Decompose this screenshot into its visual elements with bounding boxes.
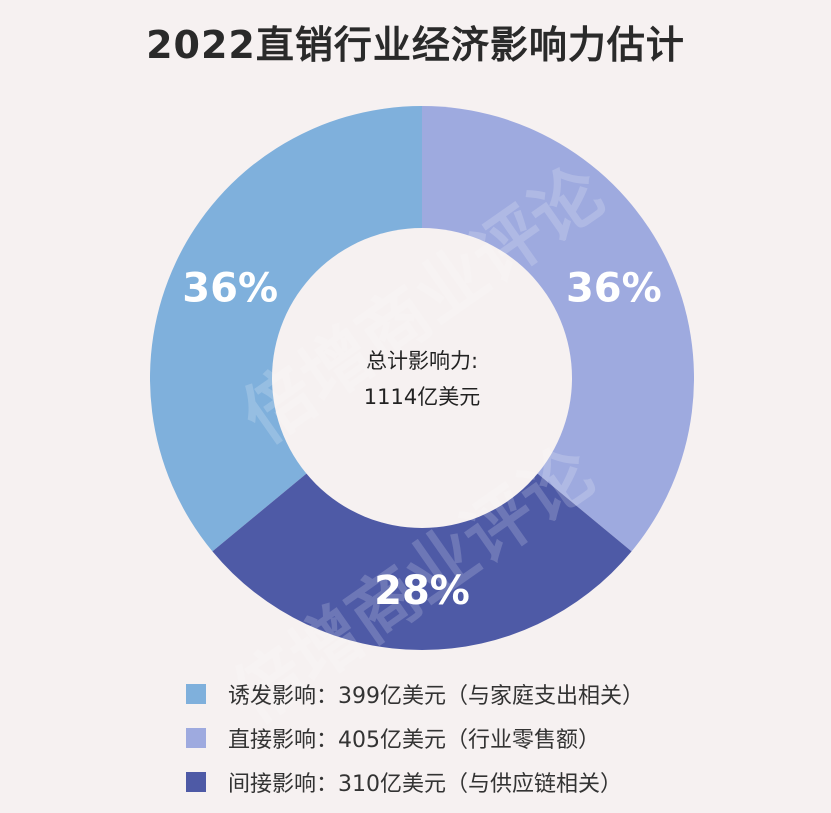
donut-hole — [272, 228, 572, 528]
legend-swatch-direct — [186, 728, 206, 748]
legend-item-direct: 直接影响：405亿美元（行业零售额） — [186, 716, 644, 760]
legend: 诱发影响：399亿美元（与家庭支出相关） 直接影响：405亿美元（行业零售额） … — [186, 672, 644, 804]
slice-label-indirect: 28% — [374, 568, 470, 614]
legend-swatch-induced — [186, 684, 206, 704]
slice-label-direct: 36% — [566, 266, 662, 312]
legend-item-indirect: 间接影响：310亿美元（与供应链相关） — [186, 760, 644, 804]
center-label-line1: 总计影响力: — [366, 349, 478, 373]
center-label-line2: 1114亿美元 — [364, 385, 480, 409]
legend-label-direct: 直接影响：405亿美元（行业零售额） — [228, 728, 600, 753]
chart-title: 2022直销行业经济影响力估计 — [146, 23, 685, 67]
legend-swatch-indirect — [186, 772, 206, 792]
legend-label-induced: 诱发影响：399亿美元（与家庭支出相关） — [228, 684, 644, 709]
slice-label-induced: 36% — [182, 266, 278, 312]
donut-chart: 36% 36% 28% 总计影响力: 1114亿美元 — [150, 106, 694, 651]
legend-item-induced: 诱发影响：399亿美元（与家庭支出相关） — [186, 672, 644, 716]
legend-label-indirect: 间接影响：310亿美元（与供应链相关） — [228, 772, 622, 797]
